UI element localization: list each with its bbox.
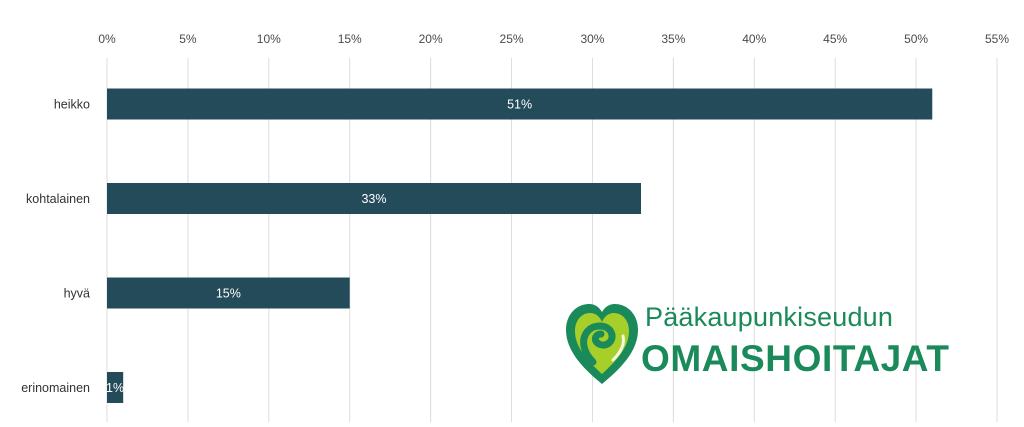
data-label: 51%	[507, 98, 532, 112]
x-tick-label: 50%	[904, 32, 928, 46]
x-tick-label: 5%	[179, 32, 197, 46]
x-tick-label: 20%	[419, 32, 443, 46]
x-tick-label: 40%	[742, 32, 766, 46]
data-labels: 51% 33% 15% 1%	[106, 98, 532, 396]
category-label: hyvä	[64, 287, 90, 301]
bar	[107, 88, 933, 120]
data-label: 15%	[216, 287, 241, 301]
logo: Pääkaupunkiseudun OMAISHOITAJAT	[563, 300, 949, 390]
x-tick-label: 0%	[98, 32, 116, 46]
category-label: erinomainen	[21, 381, 90, 395]
category-label: heikko	[54, 98, 90, 112]
heart-logo-icon	[566, 304, 638, 384]
bar	[107, 183, 641, 214]
x-tick-label: 30%	[580, 32, 604, 46]
logo-line2: OMAISHOITAJAT	[641, 338, 950, 379]
x-tick-label: 35%	[661, 32, 685, 46]
category-label: kohtalainen	[26, 192, 90, 206]
bars	[107, 88, 933, 403]
x-tick-label: 55%	[985, 32, 1009, 46]
category-labels: heikko kohtalainen hyvä erinomainen	[21, 98, 90, 396]
bar	[107, 372, 124, 403]
logo-line1: Pääkaupunkiseudun	[645, 302, 894, 332]
bar	[107, 277, 350, 309]
x-tick-label: 45%	[823, 32, 847, 46]
data-label: 1%	[106, 381, 124, 395]
data-label: 33%	[361, 192, 386, 206]
x-tick-label: 10%	[257, 32, 281, 46]
x-tick-label: 25%	[500, 32, 524, 46]
x-tick-labels: 0% 5% 10% 15% 20% 25% 30% 35% 40% 45% 50% 55%	[98, 32, 1009, 46]
x-tick-label: 15%	[338, 32, 362, 46]
